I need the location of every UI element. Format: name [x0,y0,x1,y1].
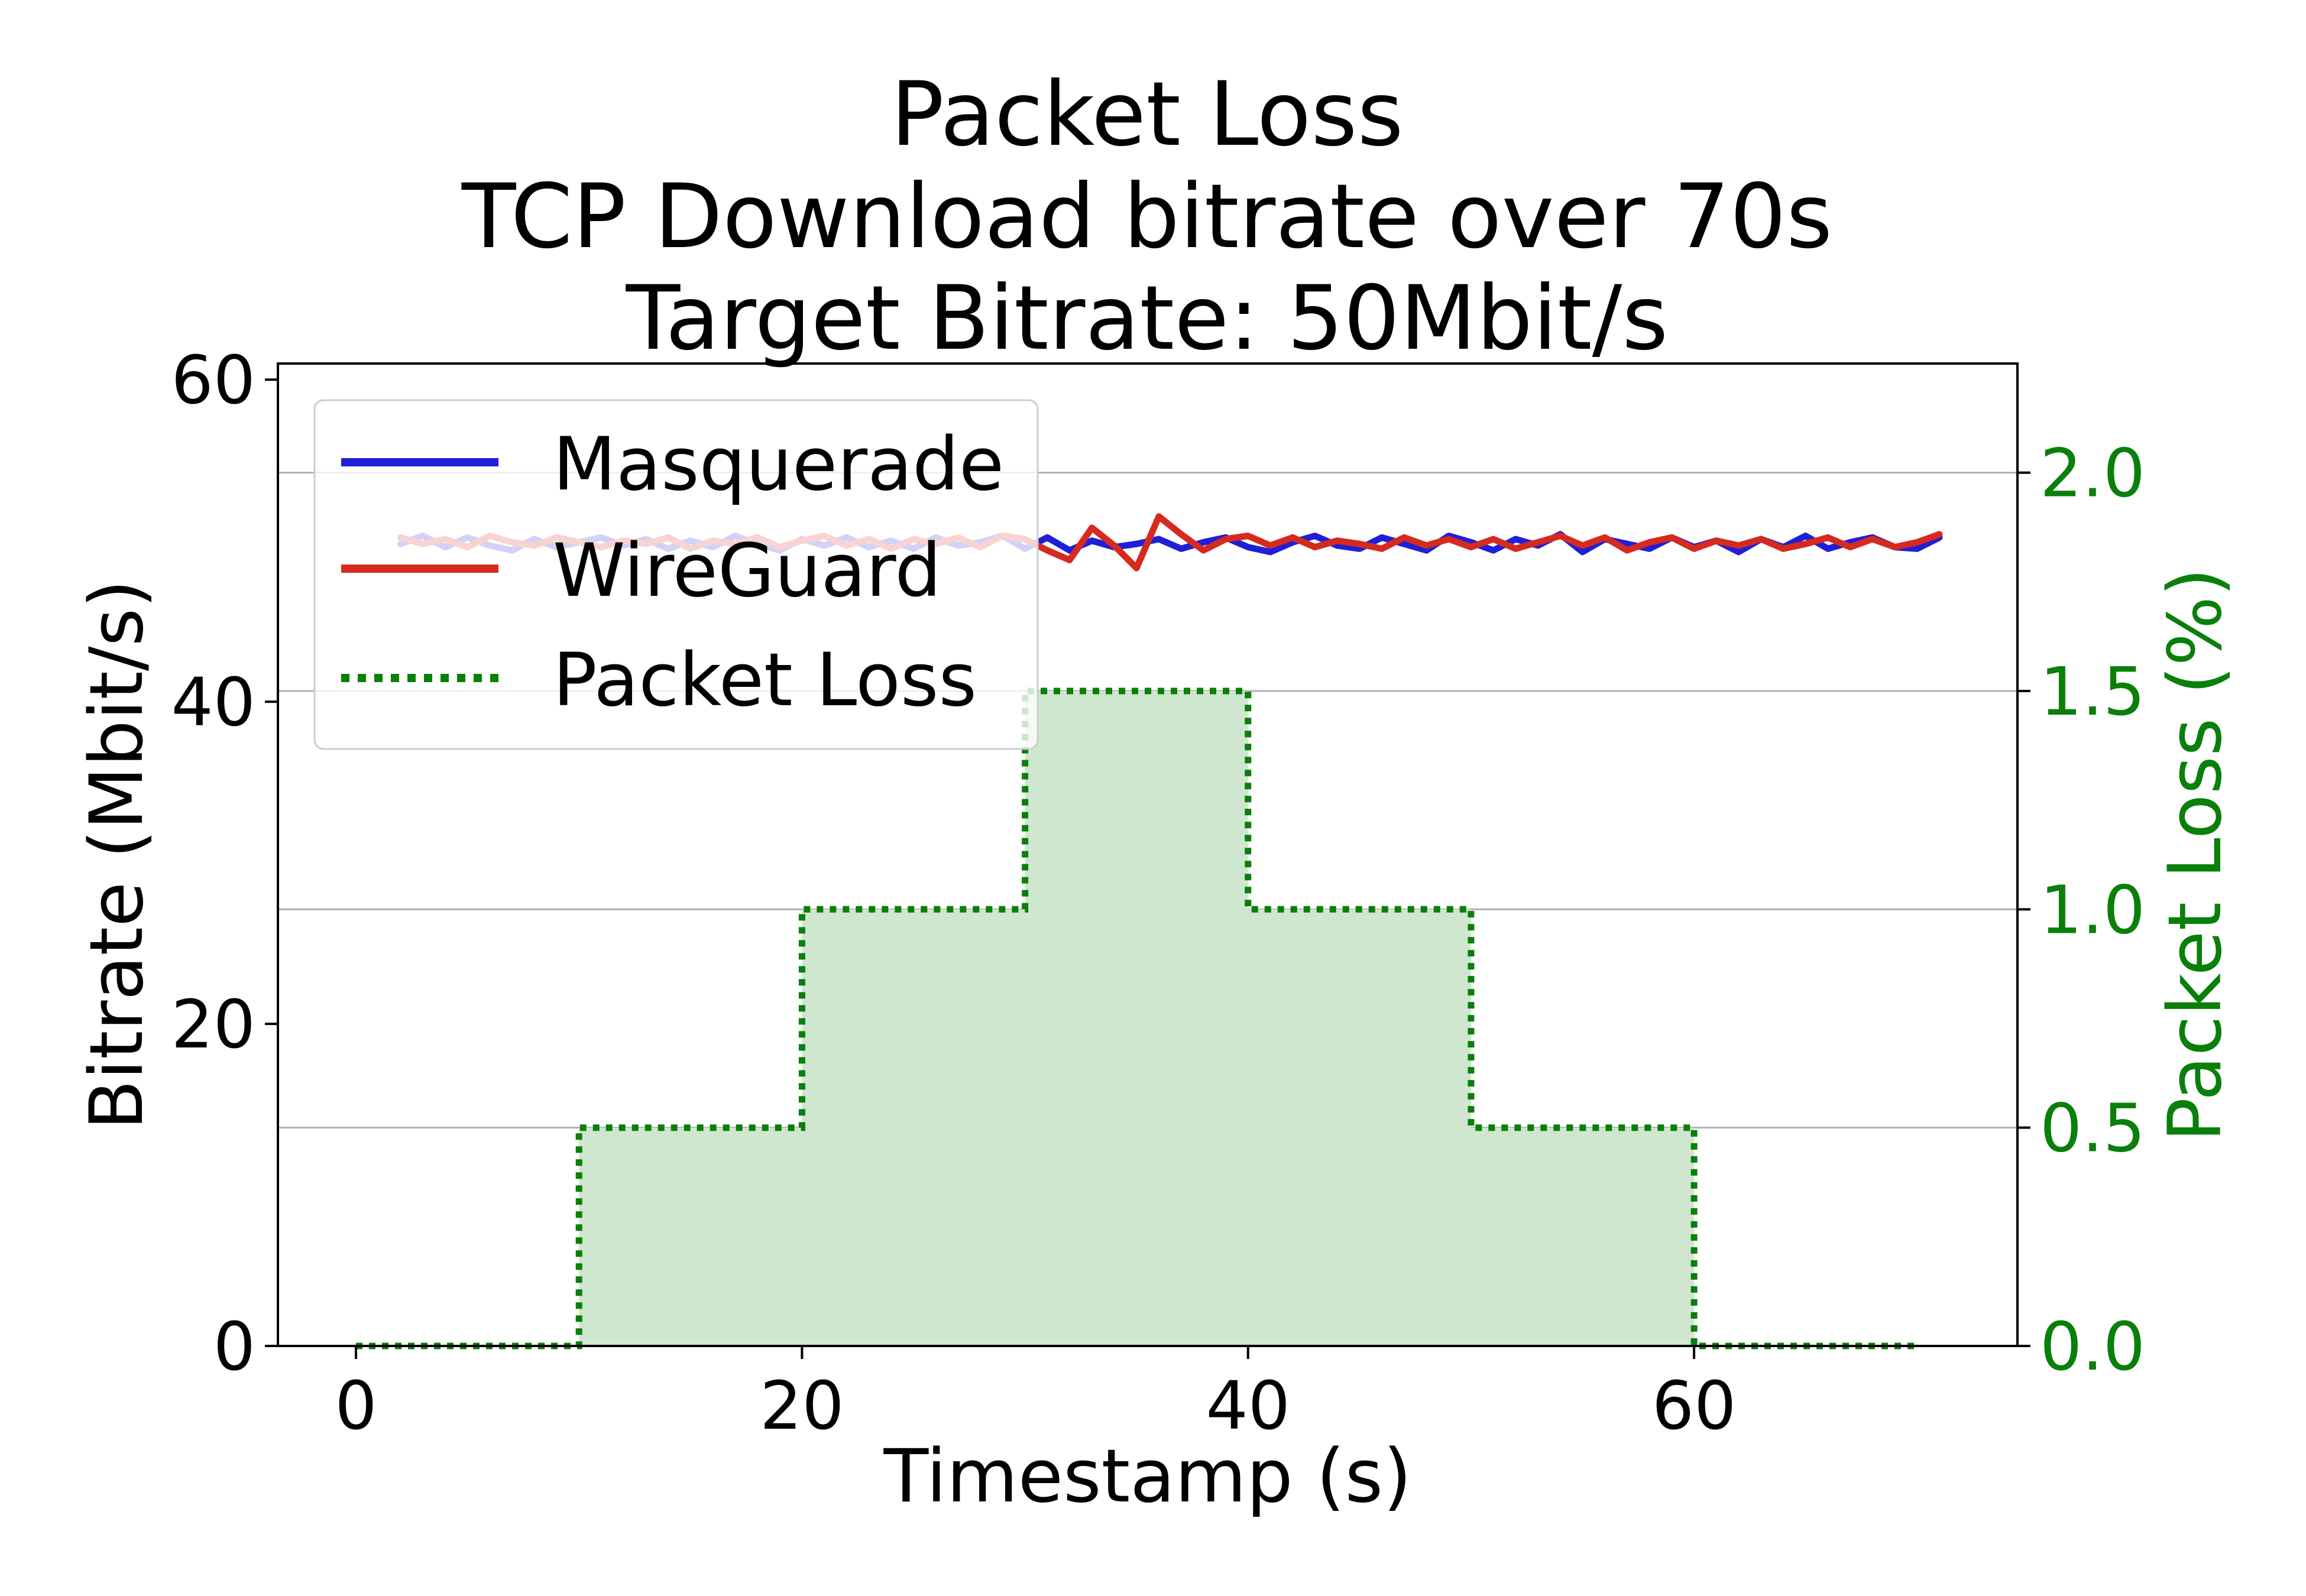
y-tick-label-1: 20 [171,987,255,1063]
y2-tick-label-1: 0.5 [2040,1091,2145,1167]
legend: Masquerade WireGuard Packet Loss [313,399,1039,750]
x-tick-label-0: 0 [335,1368,377,1445]
chart-title-line-3: Target Bitrate: 50Mbit/s [626,267,1669,370]
legend-label-packet-loss: Packet Loss [553,638,977,723]
legend-box [313,399,1039,750]
chart-title-line-1: Packet Loss [890,63,1403,166]
packet-loss-area [356,691,1918,1346]
x-tick-label-3: 60 [1652,1368,1737,1445]
y-axis-label: Bitrate (Mbit/s) [75,579,160,1130]
y-tick-label-3: 60 [171,342,255,419]
x-axis-label: Timestamp (s) [883,1434,1412,1519]
y2-tick-label-4: 2.0 [2040,436,2145,512]
y-tick-label-2: 40 [171,664,255,741]
axes: 0 20 40 60 0 20 40 60 0.0 0.5 1.0 1.5 2.0 [171,342,2145,1445]
packet-loss-line [356,687,1918,1350]
chart-title: Packet Loss TCP Download bitrate over 70… [461,63,1832,370]
y2-tick-label-3: 1.5 [2040,654,2145,731]
y-tick-label-0: 0 [213,1309,255,1386]
legend-label-wireguard: WireGuard [553,528,941,614]
y2-tick-label-0: 0.0 [2040,1309,2145,1386]
chart-title-line-2: TCP Download bitrate over 70s [461,166,1832,268]
y2-axis-label: Packet Loss (%) [2153,567,2238,1141]
plot-frame [277,362,2019,1347]
x-tick-label-1: 20 [760,1368,844,1445]
packet-loss-fill [356,691,1918,1346]
y2-tick-label-2: 1.0 [2040,872,2145,949]
x-tick-label-2: 40 [1206,1368,1290,1445]
legend-label-masquerade: Masquerade [553,422,1004,507]
